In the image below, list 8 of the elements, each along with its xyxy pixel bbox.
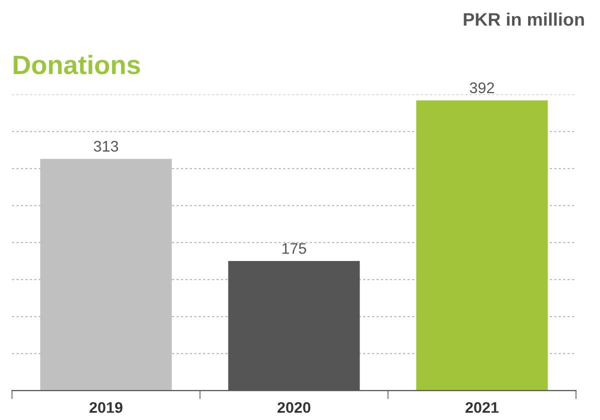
chart-title: Donations bbox=[14, 54, 140, 74]
data-label: 392 bbox=[470, 82, 494, 94]
data-label: 175 bbox=[282, 243, 306, 254]
y-axis-title: PKR in million bbox=[464, 12, 584, 26]
x-tick-label: 2021 bbox=[466, 402, 499, 413]
x-tick-label: 2020 bbox=[278, 402, 310, 413]
data-label: 313 bbox=[94, 140, 118, 152]
x-tick-label: 2019 bbox=[90, 402, 122, 413]
